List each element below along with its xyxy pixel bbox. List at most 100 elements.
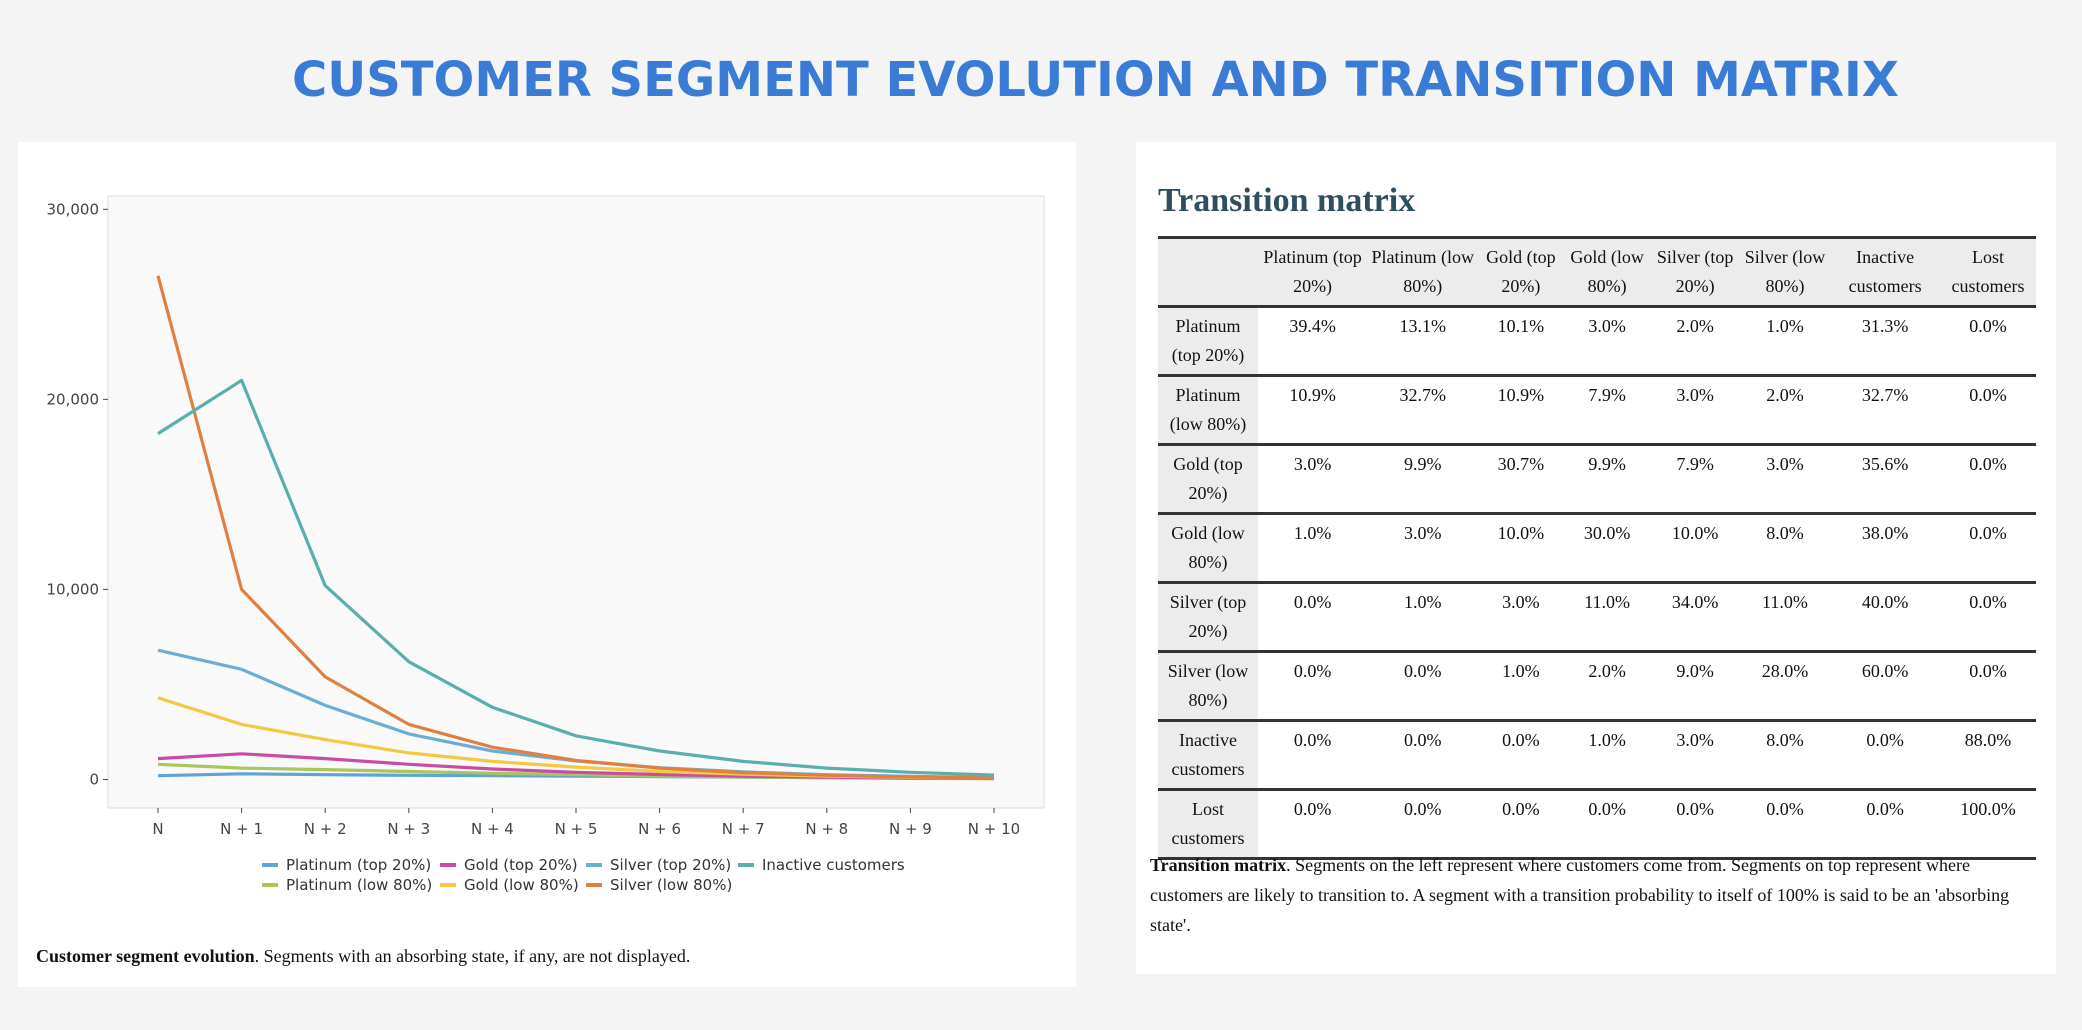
chart-caption-text: . Segments with an absorbing state, if a… (254, 946, 691, 966)
x-tick-label: N + 10 (968, 820, 1020, 838)
column-header: Inactive customers (1830, 237, 1940, 307)
matrix-cell: 35.6% (1861, 454, 1909, 474)
matrix-cell: 3.0% (1403, 523, 1442, 543)
matrix-cell: 40.0% (1861, 592, 1909, 612)
matrix-panel: Transition matrix Platinum (top 20%) Plat… (1136, 142, 2056, 974)
chart-legend: Platinum (top 20%) Gold (top 20%) Silver (… (262, 856, 908, 894)
column-header: Platinum (low 80%) (1367, 237, 1479, 307)
matrix-cell: 34.0% (1671, 592, 1719, 612)
matrix-cell: 10.9% (1497, 385, 1545, 405)
matrix-caption-text: . Segments on the left represent where c… (1150, 855, 2010, 935)
legend-item: Platinum (low 80%) (262, 876, 440, 894)
legend-item: Platinum (top 20%) (262, 856, 440, 874)
matrix-cell: 0.0% (1866, 730, 1904, 750)
page-title: CUSTOMER SEGMENT EVOLUTION AND TRANSITIO… (292, 52, 1899, 108)
matrix-cell: 2.0% (1676, 316, 1714, 336)
y-tick-label: 10,000 (47, 580, 100, 598)
row-header: Lost customers (1158, 789, 1258, 859)
matrix-cell: 0.0% (1293, 592, 1332, 612)
matrix-cell: 30.7% (1497, 454, 1545, 474)
y-tick-label: 0 (89, 770, 99, 788)
matrix-cell: 31.3% (1861, 316, 1909, 336)
matrix-caption-bold: Transition matrix (1150, 855, 1287, 875)
y-tick-label: 20,000 (47, 390, 100, 408)
x-tick-label: N + 1 (220, 820, 263, 838)
matrix-cell: 0.0% (1502, 799, 1540, 819)
matrix-cell: 3.0% (1676, 730, 1714, 750)
legend-label: Gold (low 80%) (464, 876, 579, 894)
legend-label: Inactive customers (762, 856, 905, 874)
matrix-cell: 0.0% (1403, 661, 1442, 681)
table-row: Gold (low 80%) 1.0% 3.0% 10.0% 30.0% 10.0% 8.0… (1158, 513, 2036, 583)
matrix-caption: Transition matrix. Segments on the left … (1150, 850, 2040, 940)
row-header: Inactive customers (1158, 720, 1258, 790)
matrix-cell: 0.0% (1403, 799, 1442, 819)
chart-caption-bold: Customer segment evolution (36, 946, 255, 966)
matrix-cell: 11.0% (1762, 592, 1808, 612)
y-tick-label: 30,000 (47, 200, 100, 218)
x-tick-label: N (152, 820, 163, 838)
series-line-5 (156, 275, 995, 780)
column-header: Lost customers (1939, 237, 2036, 307)
matrix-cell: 0.0% (1588, 799, 1626, 819)
row-header: Gold (top 20%) (1158, 444, 1258, 514)
legend-item: Silver (low 80%) (586, 876, 738, 894)
matrix-cell: 0.0% (1969, 454, 2007, 474)
legend-item: Gold (low 80%) (440, 876, 586, 894)
matrix-cell: 0.0% (1969, 592, 2007, 612)
legend-swatch (262, 863, 278, 867)
x-tick-label: N + 6 (638, 820, 681, 838)
row-header: Platinum (low 80%) (1158, 375, 1258, 445)
matrix-cell: 30.0% (1583, 523, 1631, 543)
matrix-cell: 60.0% (1861, 661, 1909, 681)
x-tick-label: N + 4 (471, 820, 514, 838)
x-tick-label: N + 5 (555, 820, 598, 838)
matrix-cell: 1.0% (1293, 523, 1332, 543)
legend-label: Platinum (top 20%) (286, 856, 432, 874)
matrix-cell: 0.0% (1766, 799, 1804, 819)
column-header: Platinum (top 20%) (1258, 237, 1368, 307)
legend-swatch (586, 883, 602, 887)
matrix-cell: 0.0% (1293, 799, 1332, 819)
matrix-cell: 10.1% (1497, 316, 1545, 336)
matrix-cell: 2.0% (1588, 661, 1626, 681)
legend-item: Gold (top 20%) (440, 856, 586, 874)
matrix-cell: 100.0% (1960, 799, 2016, 819)
matrix-cell: 9.9% (1588, 454, 1626, 474)
matrix-cell: 0.0% (1969, 385, 2007, 405)
matrix-cell: 10.0% (1671, 523, 1719, 543)
matrix-cell: 2.0% (1766, 385, 1804, 405)
matrix-cell: 9.0% (1676, 661, 1714, 681)
matrix-cell: 1.0% (1403, 592, 1442, 612)
table-row: Platinum (low 80%) 10.9% 32.7% 10.9% 7.9% 3.0… (1158, 375, 2036, 445)
matrix-cell: 13.1% (1399, 316, 1446, 336)
column-header: Gold (top 20%) (1478, 237, 1564, 307)
series-line-6 (157, 378, 995, 777)
legend-item: Inactive customers (738, 856, 908, 874)
table-row: Silver (top 20%) 0.0% 1.0% 3.0% 11.0% 34.0% 11… (1158, 582, 2036, 652)
matrix-cell: 28.0% (1761, 661, 1809, 681)
matrix-cell: 0.0% (1293, 730, 1332, 750)
row-header: Platinum (top 20%) (1158, 306, 1258, 376)
legend-label: Platinum (low 80%) (286, 876, 433, 894)
matrix-cell: 38.0% (1861, 523, 1909, 543)
legend-swatch (440, 863, 456, 867)
table-row: Gold (top 20%) 3.0% 9.9% 30.7% 9.9% 7.9% 3.0% 3… (1158, 444, 2036, 514)
legend-swatch (262, 883, 278, 887)
matrix-cell: 0.0% (1676, 799, 1714, 819)
matrix-cell: 3.0% (1676, 385, 1714, 405)
legend-swatch (738, 863, 754, 867)
matrix-cell: 8.0% (1766, 730, 1804, 750)
matrix-cell: 10.0% (1497, 523, 1545, 543)
matrix-cell: 3.0% (1588, 316, 1626, 336)
table-row: Silver (low 80%) 0.0% 0.0% 1.0% 2.0% 9.0% 28.0… (1158, 651, 2036, 721)
x-tick-label: N + 9 (889, 820, 932, 838)
matrix-cell: 7.9% (1676, 454, 1714, 474)
x-tick-label: N + 8 (805, 820, 848, 838)
matrix-cell: 3.0% (1293, 454, 1332, 474)
matrix-cell: 0.0% (1969, 523, 2007, 543)
matrix-cell: 0.0% (1403, 730, 1442, 750)
matrix-cell: 3.0% (1502, 592, 1540, 612)
legend-label: Silver (low 80%) (610, 876, 733, 894)
legend-label: Gold (top 20%) (464, 856, 578, 874)
